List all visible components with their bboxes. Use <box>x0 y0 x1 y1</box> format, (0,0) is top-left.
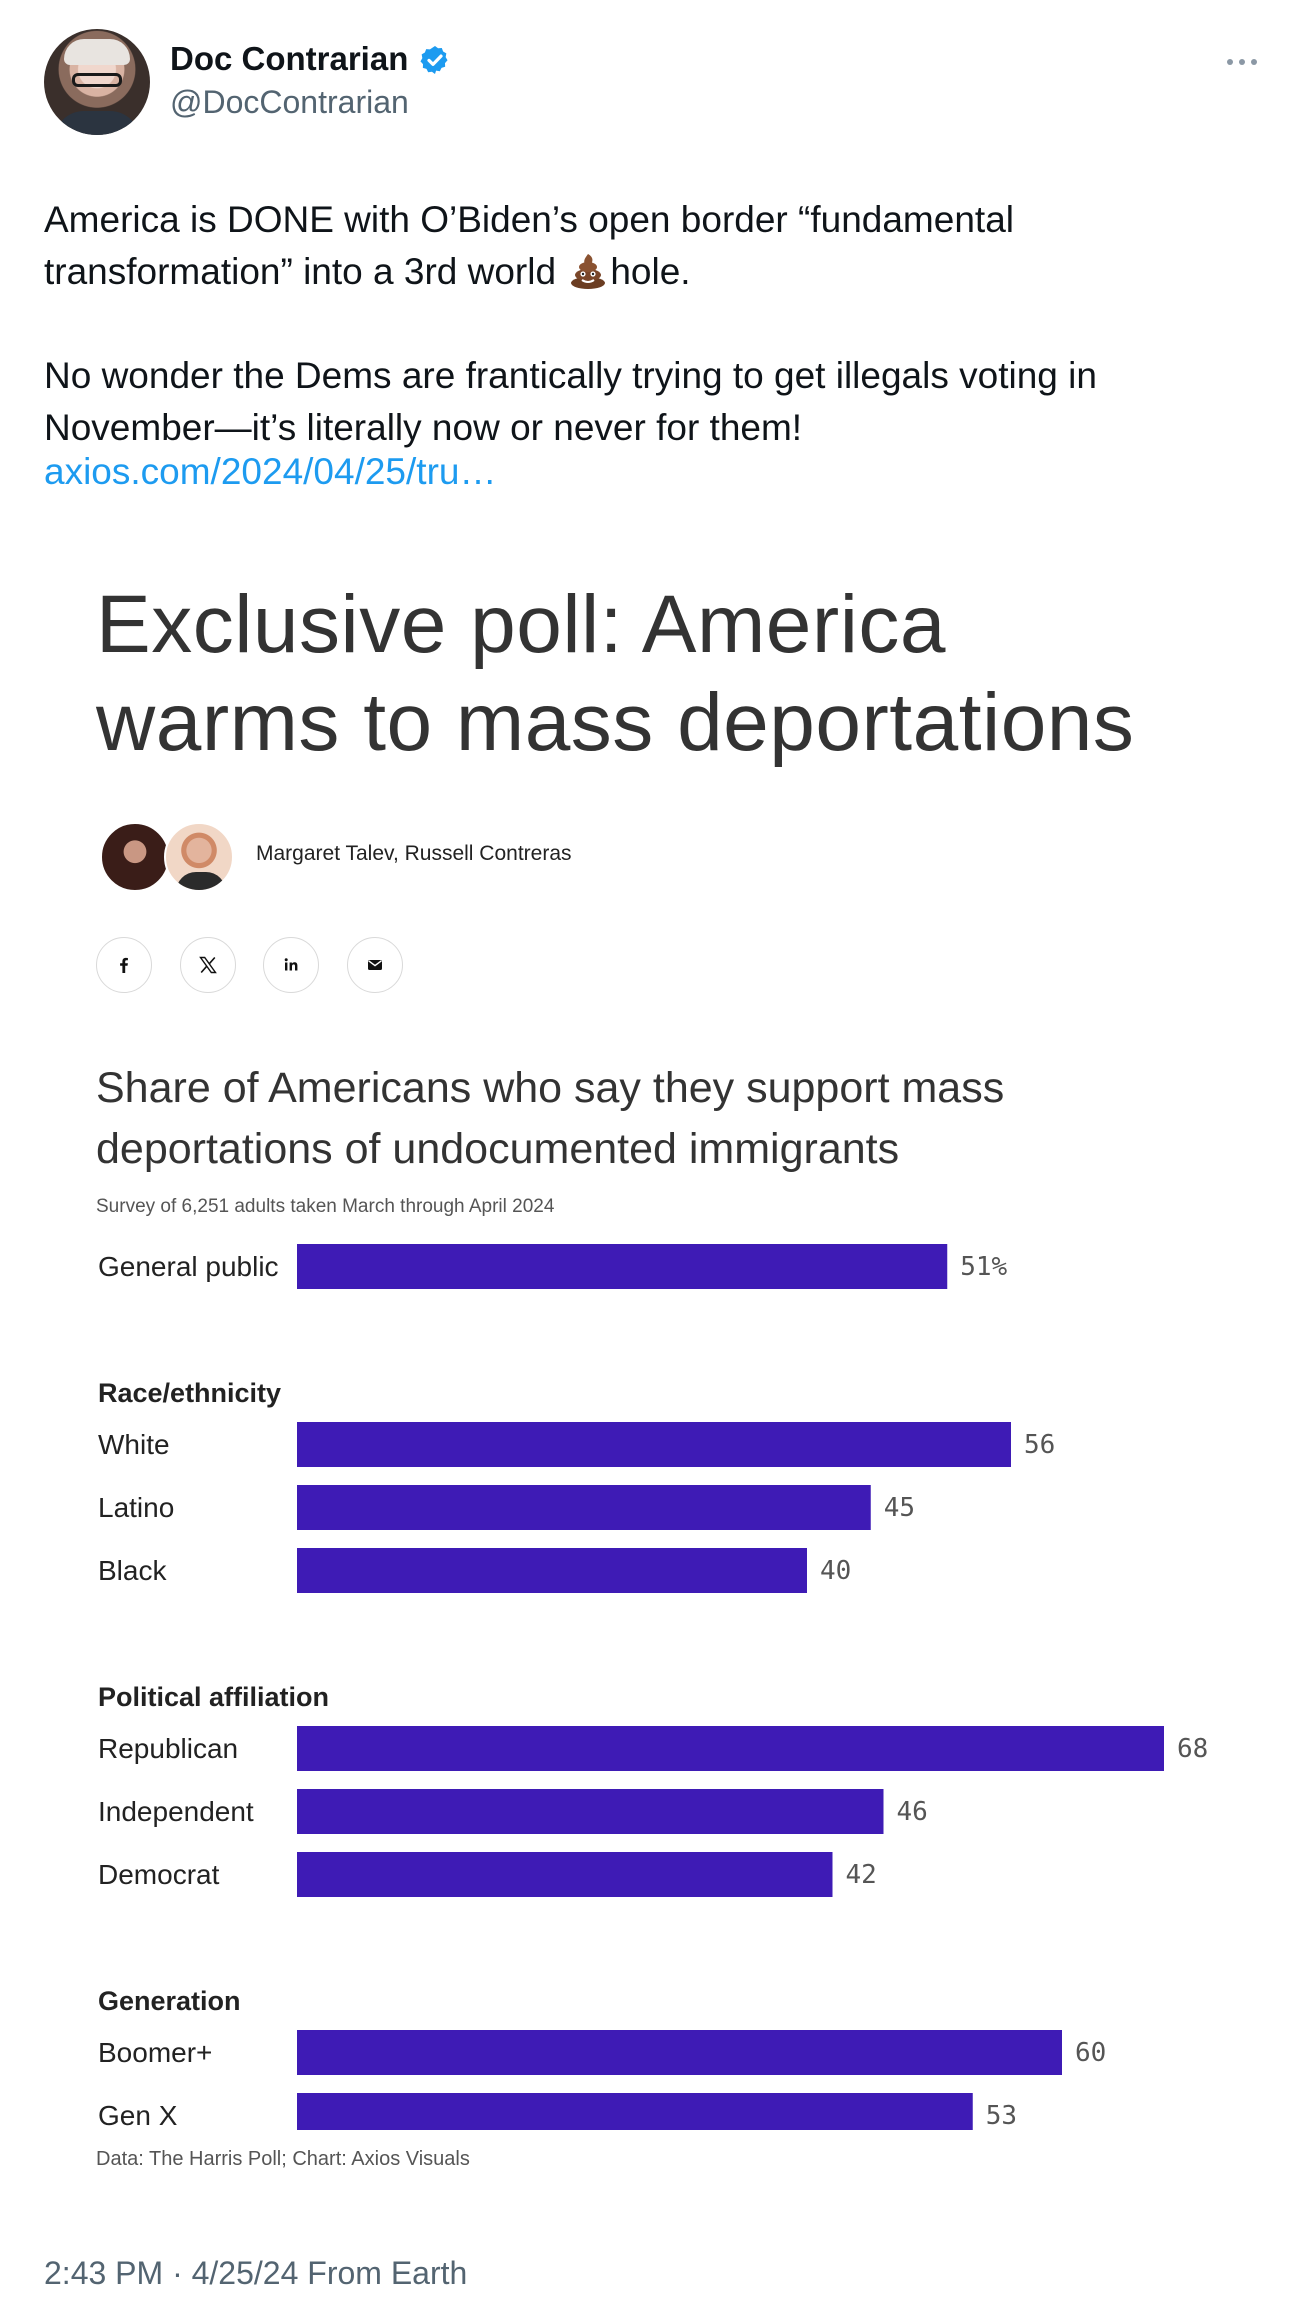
tweet-line-1: America is DONE with O’Biden’s open bord… <box>44 199 1014 240</box>
tweet-line-2-text: transformation” into a 3rd world <box>44 251 567 292</box>
chart-title: Share of Americans who say they support … <box>96 1058 1004 1180</box>
article-link[interactable]: axios.com/2024/04/25/tru… <box>44 451 497 492</box>
chart-bar <box>297 2030 1062 2075</box>
chart-bar <box>297 1548 807 1593</box>
bar-chart: General public 51% Race/ethnicity White 56 La… <box>98 1244 1208 2130</box>
chart-title-line-2: deportations of undocumented immigrants <box>96 1125 900 1173</box>
x-icon <box>199 956 217 974</box>
email-icon <box>368 960 382 970</box>
chart-category-label: Boomer+ <box>98 2037 212 2068</box>
chart-value-label: 40 <box>820 1556 851 1586</box>
chart-category-label: Gen X <box>98 2100 178 2130</box>
tweet-line-2: transformation” into a 3rd world hole. <box>44 246 1244 298</box>
chart-title-line-1: Share of Americans who say they support … <box>96 1064 1005 1112</box>
article-headline[interactable]: Exclusive poll: America warms to mass de… <box>96 576 1134 772</box>
chart-value-label: 42 <box>846 1860 877 1890</box>
verified-badge-icon <box>420 46 448 74</box>
tweet-blank-line <box>44 298 1244 350</box>
tweet-timestamp[interactable]: 2:43 PM · 4/25/24 From Earth <box>44 2255 468 2291</box>
article-authors: Margaret Talev, Russell Contreras <box>256 842 572 865</box>
chart-bar <box>297 2093 973 2130</box>
chart-category-label: Black <box>98 1555 167 1586</box>
chart-category-label: Republican <box>98 1733 238 1764</box>
tweet-line-3: No wonder the Dems are frantically tryin… <box>44 355 1097 396</box>
chart-category-label: Independent <box>98 1796 254 1827</box>
chart-category-label: White <box>98 1429 170 1460</box>
chart-value-label: 56 <box>1024 1430 1055 1460</box>
author-display-name[interactable]: Doc Contrarian <box>170 40 409 77</box>
chart-group-heading: Race/ethnicity <box>98 1378 281 1408</box>
chart-group-heading: Political affiliation <box>98 1682 329 1712</box>
chart-subtitle: Survey of 6,251 adults taken March throu… <box>96 1196 555 1217</box>
pile-of-poo-icon <box>571 254 606 289</box>
chart-value-label: 68 <box>1177 1734 1208 1764</box>
chart-category-label: Latino <box>98 1492 174 1523</box>
chart-bar <box>297 1422 1011 1467</box>
chart-group-heading: Generation <box>98 1986 241 2016</box>
chart-value-label: 46 <box>897 1797 928 1827</box>
chart-category-label: Democrat <box>98 1859 220 1890</box>
tweet-text: America is DONE with O’Biden’s open bord… <box>44 194 1244 454</box>
chart-value-label: 53 <box>986 2101 1017 2130</box>
headline-line-2: warms to mass deportations <box>96 677 1135 768</box>
linkedin-icon <box>284 958 298 971</box>
tweet-line-4: November—it’s literally now or never for… <box>44 407 803 448</box>
chart-bar <box>297 1852 833 1897</box>
share-linkedin-button[interactable] <box>263 937 319 993</box>
avatar-hair <box>64 39 130 65</box>
share-facebook-button[interactable] <box>96 937 152 993</box>
facebook-icon <box>120 957 128 973</box>
chart-bar <box>297 1726 1164 1771</box>
avatar[interactable] <box>44 29 150 135</box>
share-x-button[interactable] <box>180 937 236 993</box>
headline-line-1: Exclusive poll: America <box>96 579 947 670</box>
chart-source: Data: The Harris Poll; Chart: Axios Visu… <box>96 2148 470 2170</box>
more-options-icon[interactable] <box>1225 50 1259 74</box>
tweet-line-2-end: hole. <box>610 251 691 292</box>
chart-bar <box>297 1789 884 1834</box>
avatar-glasses <box>72 73 122 87</box>
chart-value-label: 51% <box>960 1252 1007 1282</box>
chart-bar <box>297 1244 948 1289</box>
share-email-button[interactable] <box>347 937 403 993</box>
chart-value-label: 45 <box>884 1493 915 1523</box>
chart-bar <box>297 1485 871 1530</box>
author-photo-margaret-talev <box>100 822 170 892</box>
avatar-shirt <box>54 111 140 135</box>
chart-category-label: General public <box>98 1251 279 1282</box>
author-handle[interactable]: @DocContrarian <box>170 84 409 120</box>
chart-value-label: 60 <box>1075 2038 1106 2068</box>
author-photo-russell-contreras <box>164 822 234 892</box>
